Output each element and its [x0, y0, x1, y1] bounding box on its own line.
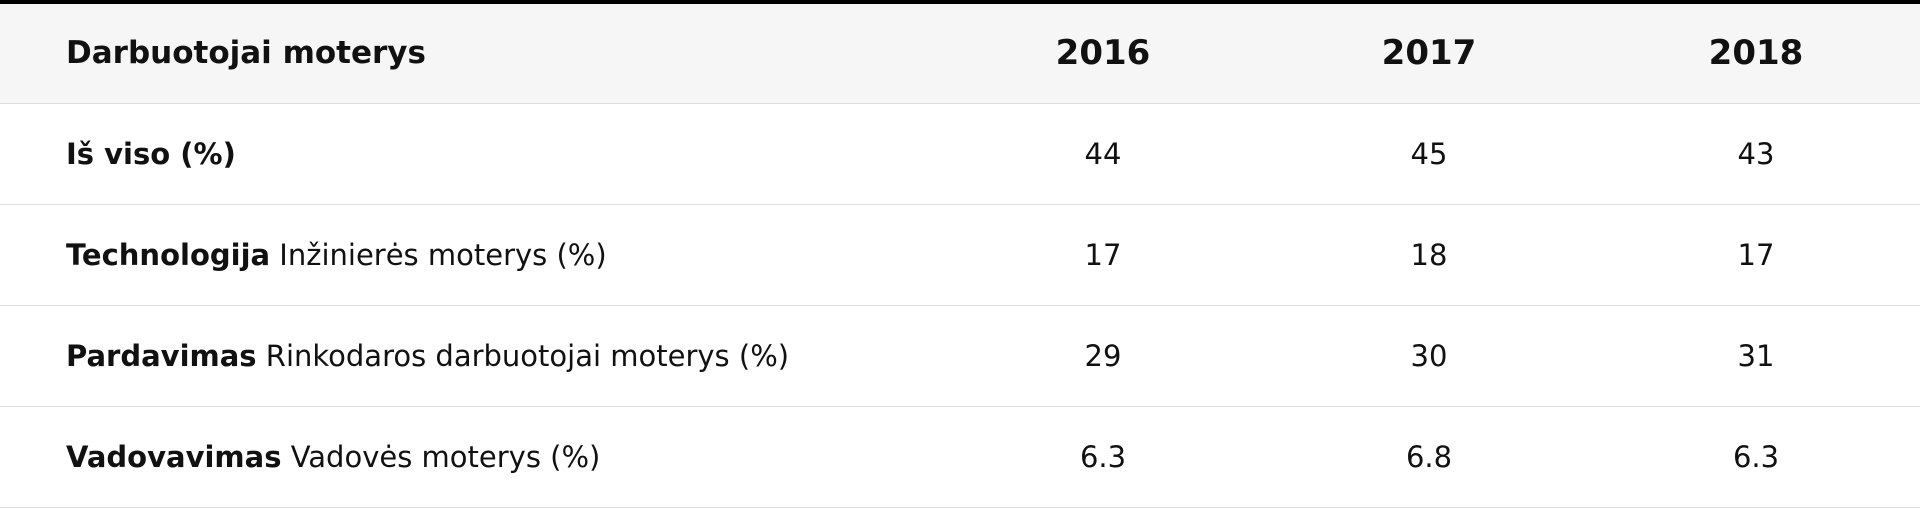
value-cell: 29	[940, 305, 1266, 407]
value-cell: 30	[1266, 305, 1592, 407]
row: Technologija Inžinierės moterys (%) 17 18 1…	[0, 204, 1920, 306]
header-label: Darbuotojai moterys	[0, 4, 940, 104]
value-cell: 6.3	[1592, 406, 1920, 508]
row-category: Pardavimas	[66, 338, 257, 373]
row: Vadovavimas Vadovės moterys (%) 6.3 6.8 6.3	[0, 406, 1920, 508]
header-row: Darbuotojai moterys 2016 2017 2018	[0, 4, 1920, 104]
table-body: Iš viso (%) 44 45 43 Technologija Inžinierės…	[0, 103, 1920, 508]
value-cell: 31	[1592, 305, 1920, 407]
row: Pardavimas Rinkodaros darbuotojai motery…	[0, 305, 1920, 407]
row-detail: Vadovės moterys (%)	[290, 439, 601, 474]
table-header: Darbuotojai moterys 2016 2017 2018	[0, 4, 1920, 104]
row-label-cell: Vadovavimas Vadovės moterys (%)	[0, 406, 940, 508]
year-header: 2018	[1592, 4, 1920, 104]
value-cell: 17	[1592, 204, 1920, 306]
row-detail: Rinkodaros darbuotojai moterys (%)	[265, 338, 790, 373]
value-cell: 18	[1266, 204, 1592, 306]
value-cell: 17	[940, 204, 1266, 306]
value-cell: 43	[1592, 103, 1920, 205]
table: Darbuotojai moterys 2016 2017 2018 Iš viso …	[0, 4, 1920, 508]
year-header: 2016	[940, 4, 1266, 104]
row-category: Vadovavimas	[66, 439, 282, 474]
row-label-cell: Iš viso (%)	[0, 103, 940, 205]
row-detail: Inžinierės moterys (%)	[279, 237, 607, 272]
row-category: Technologija	[66, 237, 271, 272]
year-header: 2017	[1266, 4, 1592, 104]
row-label-cell: Pardavimas Rinkodaros darbuotojai motery…	[0, 305, 940, 407]
value-cell: 6.3	[940, 406, 1266, 508]
row: Iš viso (%) 44 45 43	[0, 103, 1920, 205]
row-category: Iš viso (%)	[66, 136, 236, 171]
value-cell: 44	[940, 103, 1266, 205]
value-cell: 45	[1266, 103, 1592, 205]
row-label-cell: Technologija Inžinierės moterys (%)	[0, 204, 940, 306]
value-cell: 6.8	[1266, 406, 1592, 508]
